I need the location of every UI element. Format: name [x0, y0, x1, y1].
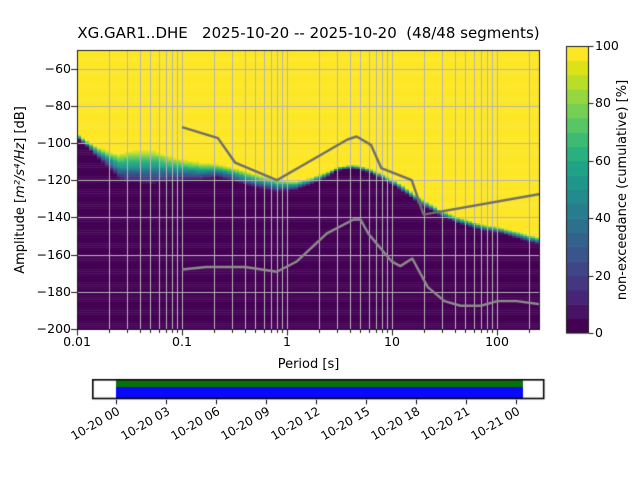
- x-tick-label: 0.1: [172, 334, 192, 349]
- colorbar-label: non-exceedance (cumulative) [%]: [615, 79, 630, 301]
- colorbar-tick-label: 80: [595, 95, 611, 111]
- colorbar-tick-label: 100: [595, 38, 619, 53]
- chart-title: XG.GAR1..DHE 2025-10-20 -- 2025-10-20 (4…: [77, 24, 540, 42]
- x-tick-label: 100: [485, 334, 509, 349]
- colorbar-tick-label: 0: [595, 325, 603, 340]
- x-tick-label: 1: [283, 334, 291, 349]
- y-tick-label: −80: [44, 97, 71, 113]
- y-tick-label: −100: [36, 135, 71, 150]
- y-tick-label: −140: [36, 209, 71, 225]
- y-tick-label: −160: [36, 246, 71, 262]
- x-tick-label: 10: [384, 334, 400, 349]
- y-axis-label-units: m²/s⁴/Hz: [13, 142, 28, 198]
- x-axis-label: Period [s]: [277, 357, 340, 372]
- colorbar-tick-label: 20: [595, 267, 611, 283]
- y-tick-label: −60: [44, 60, 71, 76]
- colorbar-tick-label: 60: [595, 152, 611, 168]
- y-tick-label: −180: [36, 283, 71, 299]
- x-tick-label: 0.01: [63, 334, 91, 349]
- y-tick-label: −200: [36, 321, 71, 336]
- y-tick-label: −120: [36, 172, 71, 188]
- colorbar-tick-label: 40: [595, 210, 611, 226]
